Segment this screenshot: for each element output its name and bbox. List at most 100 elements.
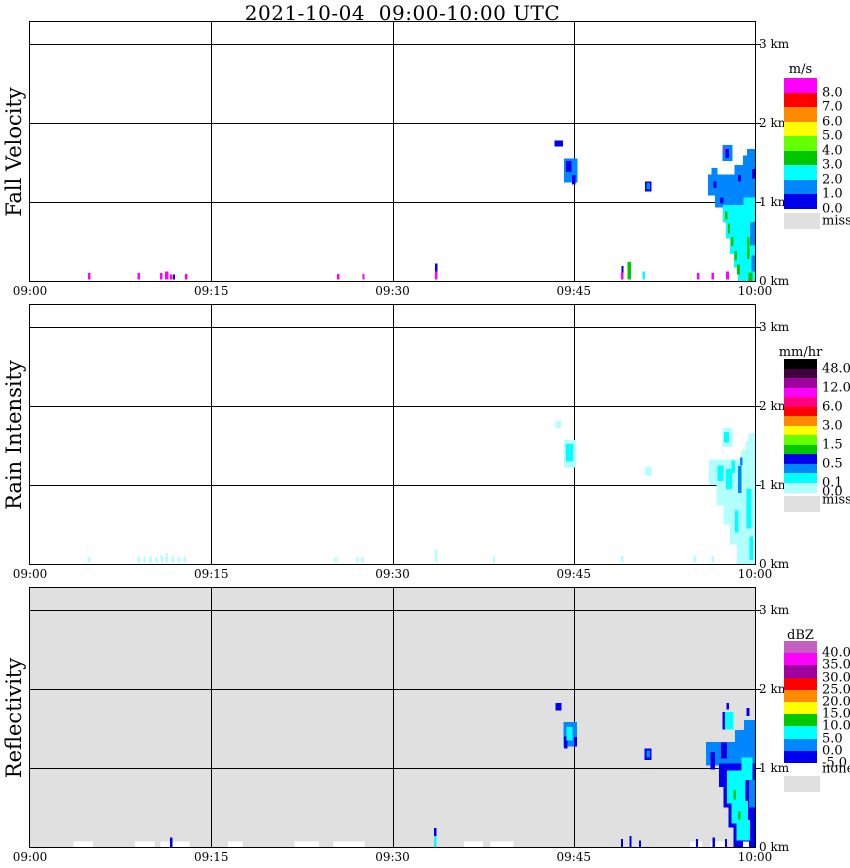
data-cell [620,272,624,280]
time-label-0930-p2: 09:30 [375,567,410,581]
data-cell [733,790,736,800]
km-label-3: 3 km [759,320,790,334]
legend-label-reflectivity-7: 5.0 [822,731,843,747]
data-cell [294,841,319,847]
gridline-v-45min [574,588,575,847]
km-label-3: 3 km [759,603,790,617]
data-cell [361,556,365,563]
km-tick-1 [755,485,761,486]
time-label-0915-p2: 09:15 [193,567,229,581]
data-cell [434,549,438,563]
data-cell [463,841,484,847]
time-label-0900-p1: 09:00 [12,284,48,298]
gridline-v-15min [211,588,212,847]
data-cell [492,556,496,563]
data-cell [639,840,642,847]
time-label-0945-p2: 09:45 [556,567,592,581]
legend-label-rain-intensity-12: 0.1 [822,475,843,490]
legend-swatch-reflectivity-8 [784,738,817,752]
data-cell [565,443,574,462]
data-cell [746,707,750,716]
legend-label-reflectivity-0: 40.0 [822,645,850,661]
data-cell [730,236,734,247]
data-cell [434,263,438,272]
legend-label-reflectivity-2: 30.0 [822,670,850,686]
km-tick-1 [755,202,761,203]
data-cell [164,271,169,280]
legend-label-rain-intensity-6: 3.0 [822,418,843,433]
km-label-1: 1 km [759,195,790,209]
data-cell [177,556,180,563]
panel-rain-intensity-plot [29,304,756,565]
data-cell [160,555,164,563]
data-cell [743,197,755,210]
data-cell [693,555,696,563]
data-cell [555,421,562,429]
data-cell [434,271,438,280]
legend-label-fall-velocity-0: 8.0 [822,85,843,100]
data-cell [620,556,624,563]
data-cell [336,273,340,280]
legend-swatch-reflectivity-3 [784,677,817,691]
data-cell [735,730,755,742]
data-cell [719,197,724,204]
legend-swatch-fall-velocity-1 [784,92,817,108]
data-cell [160,273,163,280]
time-label-0915-p1: 09:15 [193,284,229,298]
data-cell [137,556,140,563]
gridline-v-15min [211,22,212,281]
panel-reflectivity-canvas [30,588,755,847]
data-cell [737,264,741,275]
data-cell [726,271,729,280]
time-label-0900-p2: 09:00 [12,567,48,581]
legend-swatch-rain-intensity-13 [784,482,817,493]
data-cell [170,837,173,847]
time-label-0945-p3: 09:45 [556,850,592,864]
data-cell [738,466,742,493]
legend-label-reflectivity-8: 0.0 [822,743,843,759]
data-cell [170,274,173,280]
gridline-h-3km [30,610,755,611]
km-label-3: 3 km [759,37,790,51]
legend-missing-swatch-reflectivity [784,776,820,792]
data-cell [566,726,573,741]
legend-swatch-fall-velocity-4 [784,136,817,151]
gridline-h-1km [30,485,755,486]
ylabel-rain-intensity: Rain Intensity [2,359,26,510]
data-cell [645,466,652,476]
km-tick-2 [755,406,761,407]
legend-label-reflectivity-9: -5.0 [822,755,848,771]
data-cell [739,457,743,466]
data-cell [565,160,572,172]
data-cell [745,441,755,452]
ylabel-fall-velocity: Fall Velocity [2,86,26,217]
gridline-v-30min [393,588,394,847]
data-cell [334,556,337,563]
legend-label-rain-intensity-2: 12.0 [822,380,850,395]
data-cell [748,779,755,808]
data-cell [711,168,718,176]
gridline-v-45min [574,22,575,281]
legend-label-fall-velocity-4: 4.0 [822,143,843,158]
legend-swatch-rain-intensity-1 [784,368,817,379]
km-tick-2 [755,123,761,124]
legend-label-fall-velocity-2: 6.0 [822,114,843,129]
data-cell [722,711,725,730]
data-cell [726,469,733,489]
gridline-v-30min [393,305,394,564]
data-cell [751,168,755,179]
legend-label-fall-velocity-1: 7.0 [822,99,843,115]
data-cell [554,140,563,147]
data-cell [165,552,169,563]
data-cell [555,703,562,711]
data-cell [738,175,742,182]
km-tick-2 [755,689,761,690]
km-label-1: 1 km [759,478,790,492]
data-cell [697,273,700,280]
data-cell [741,757,753,780]
data-cell [183,556,186,563]
legend-swatch-reflectivity-5 [784,702,817,715]
data-cell [710,752,716,770]
legend-swatch-reflectivity-1 [784,653,817,666]
